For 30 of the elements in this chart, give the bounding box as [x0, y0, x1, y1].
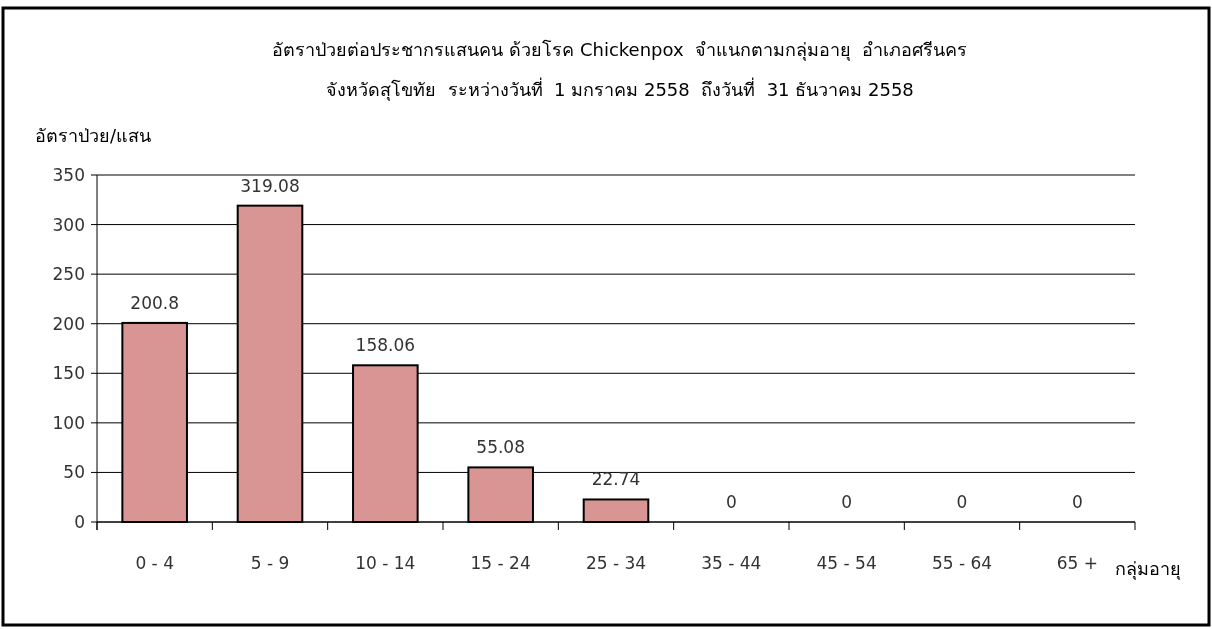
- data-label: 0: [956, 492, 968, 512]
- y-tick-label: 300: [52, 214, 85, 235]
- x-tick-label: 55 - 64: [931, 553, 993, 573]
- x-tick-label: 15 - 24: [470, 553, 531, 573]
- y-tick-label: 100: [52, 412, 85, 433]
- data-label: 55.08: [476, 437, 525, 458]
- data-label: 0: [841, 492, 853, 512]
- x-tick-label: 45 - 54: [816, 553, 877, 573]
- data-label: 0: [1071, 492, 1083, 512]
- x-tick-label: 35 - 44: [701, 553, 762, 573]
- x-tick-label: 0 - 4: [135, 553, 174, 573]
- data-label: 158.06: [355, 335, 416, 356]
- y-tick-label: 250: [52, 264, 85, 285]
- x-tick-label: 5 - 9: [250, 553, 290, 573]
- chart-title: อัตราป่วยต่อประชากรแสนคน ด้วยโรค Chickenpox จำแนกตามกลุ่มอายุ อำเภอศรีนคร: [272, 39, 968, 61]
- x-tick-label: 10 - 14: [355, 553, 416, 573]
- x-tick-label: 25 - 34: [585, 553, 647, 573]
- data-label: 319.08: [240, 175, 300, 196]
- y-tick-label: 350: [52, 165, 85, 185]
- data-label: 0: [725, 492, 737, 512]
- x-axis-title: กลุ่มอายุ: [1115, 558, 1181, 580]
- y-tick-label: 200: [52, 313, 85, 334]
- x-tick-label: 65 +: [1056, 553, 1098, 573]
- y-tick-label: 150: [52, 363, 85, 384]
- data-label: 200.8: [130, 292, 179, 313]
- y-axis-title: อัตราป่วย/แสน: [35, 125, 152, 146]
- y-tick-label: 0: [74, 512, 85, 532]
- chart-subtitle: จังหวัดสุโขทัย ระหว่างวันที่ 1 มกราคม 2558 ถึงวันที่ 31 ธันวาคม 2558: [326, 77, 914, 101]
- data-label: 22.74: [591, 469, 641, 490]
- y-tick-label: 50: [63, 462, 85, 483]
